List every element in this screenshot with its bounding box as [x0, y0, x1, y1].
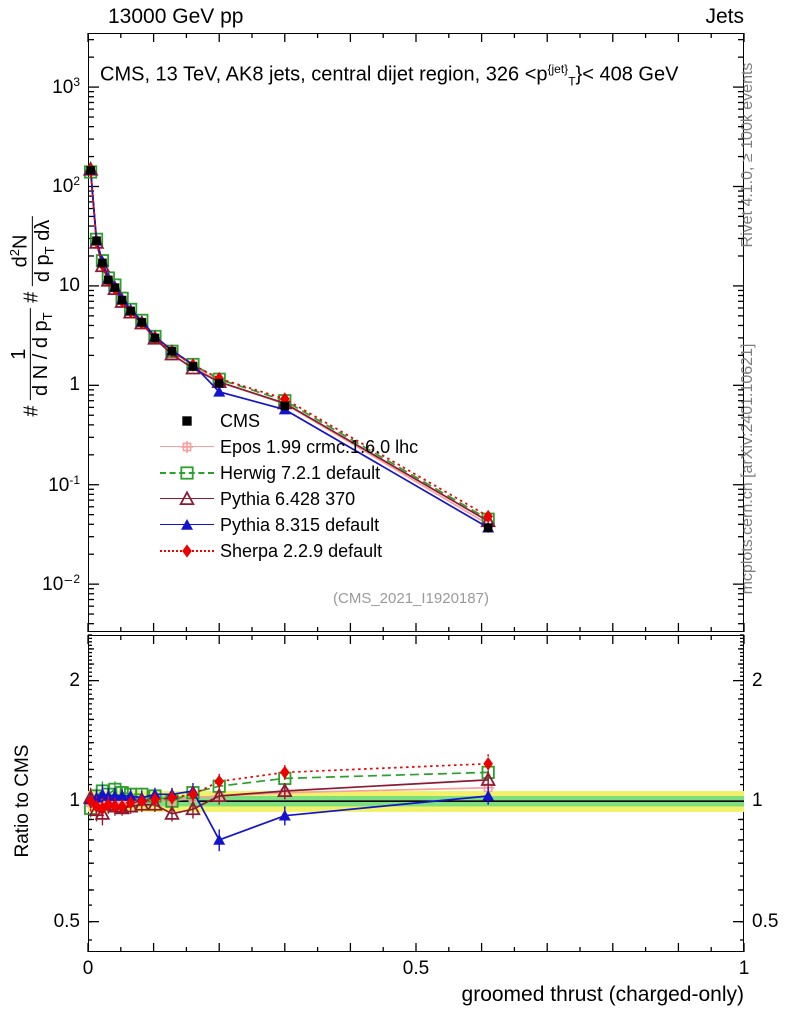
main-y-tick-label: 10 [58, 274, 80, 296]
ratio-y-tick-label-right: 2 [752, 669, 763, 691]
legend-key [160, 434, 214, 460]
beam-energy-label: 13000 GeV pp [108, 5, 244, 28]
main-y-tick-label: 10⁻2 [42, 571, 80, 596]
legend-marker-square-open [180, 466, 194, 480]
ratio-y-tick-label-left: 1 [69, 790, 80, 812]
legend-marker-triangle-open [179, 490, 195, 506]
legend-line [160, 498, 214, 499]
legend-item-pythia[interactable]: Pythia 6.428 370 [160, 486, 418, 512]
legend-key [160, 486, 214, 512]
legend-key [160, 408, 214, 434]
ratio-y-tick-label-right: 1 [752, 790, 763, 812]
legend-item-cms[interactable]: CMS [160, 408, 418, 434]
plot-title-subscript: T [568, 74, 576, 89]
main-y-tick-label: 102 [52, 174, 80, 198]
analysis-category-label: Jets [705, 5, 744, 28]
legend-key [160, 512, 214, 538]
x-axis-label: groomed thrust (charged-only) [461, 983, 744, 1006]
ratio-x-tick-label: 0 [82, 958, 94, 979]
legend-key [160, 460, 214, 486]
analysis-id-watermark: (CMS_2021_I1920187) [333, 590, 489, 607]
legend: CMS Epos 1.99 crmc.1.6.0 lhc Herwig 7.2.1 … [160, 408, 418, 564]
legend-line [160, 472, 214, 474]
legend-marker-triangle-filled [181, 519, 193, 530]
plot-title-post: }< 408 GeV [575, 63, 679, 86]
series-ratio-sherpa [85, 754, 493, 820]
legend-item-pythia[interactable]: Pythia 8.315 default [160, 512, 418, 538]
legend-label: Epos 1.99 crmc.1.6.0 lhc [220, 436, 419, 457]
legend-marker-diamond-filled [182, 544, 192, 558]
series-main-cms [86, 166, 493, 533]
ratio-y-tick-label-left: 2 [69, 669, 80, 691]
ratio-y-tick-label-right: 0.5 [752, 910, 779, 932]
plot-title: CMS, 13 TeV, AK8 jets, central dijet reg… [100, 62, 678, 89]
main-y-tick-label: 1 [69, 374, 80, 396]
legend-label: CMS [220, 410, 260, 431]
legend-key [160, 538, 214, 564]
ratio-x-tick-label: 0.5 [402, 958, 430, 979]
plot-title-pre: CMS, 13 TeV, AK8 jets, central dijet reg… [100, 63, 548, 86]
legend-item-epos[interactable]: Epos 1.99 crmc.1.6.0 lhc [160, 434, 418, 460]
main-y-tick-label: 10-1 [48, 472, 80, 496]
main-y-tick-label: 103 [52, 74, 80, 99]
legend-label: Herwig 7.2.1 default [220, 462, 381, 483]
ratio-y-tick-label-left: 0.5 [53, 910, 80, 932]
legend-label: Pythia 6.428 370 [220, 488, 356, 509]
legend-item-herwig[interactable]: Herwig 7.2.1 default [160, 460, 418, 486]
legend-label: Sherpa 2.2.9 default [220, 540, 383, 561]
legend-item-sherpa[interactable]: Sherpa 2.2.9 default [160, 538, 418, 564]
legend-marker-cross-open [181, 441, 193, 453]
ratio-x-tick-label: 1 [738, 958, 750, 979]
plot-title-superscript: {jet} [547, 62, 569, 76]
legend-label: Pythia 8.315 default [220, 514, 380, 535]
legend-marker-square-filled [182, 416, 192, 426]
